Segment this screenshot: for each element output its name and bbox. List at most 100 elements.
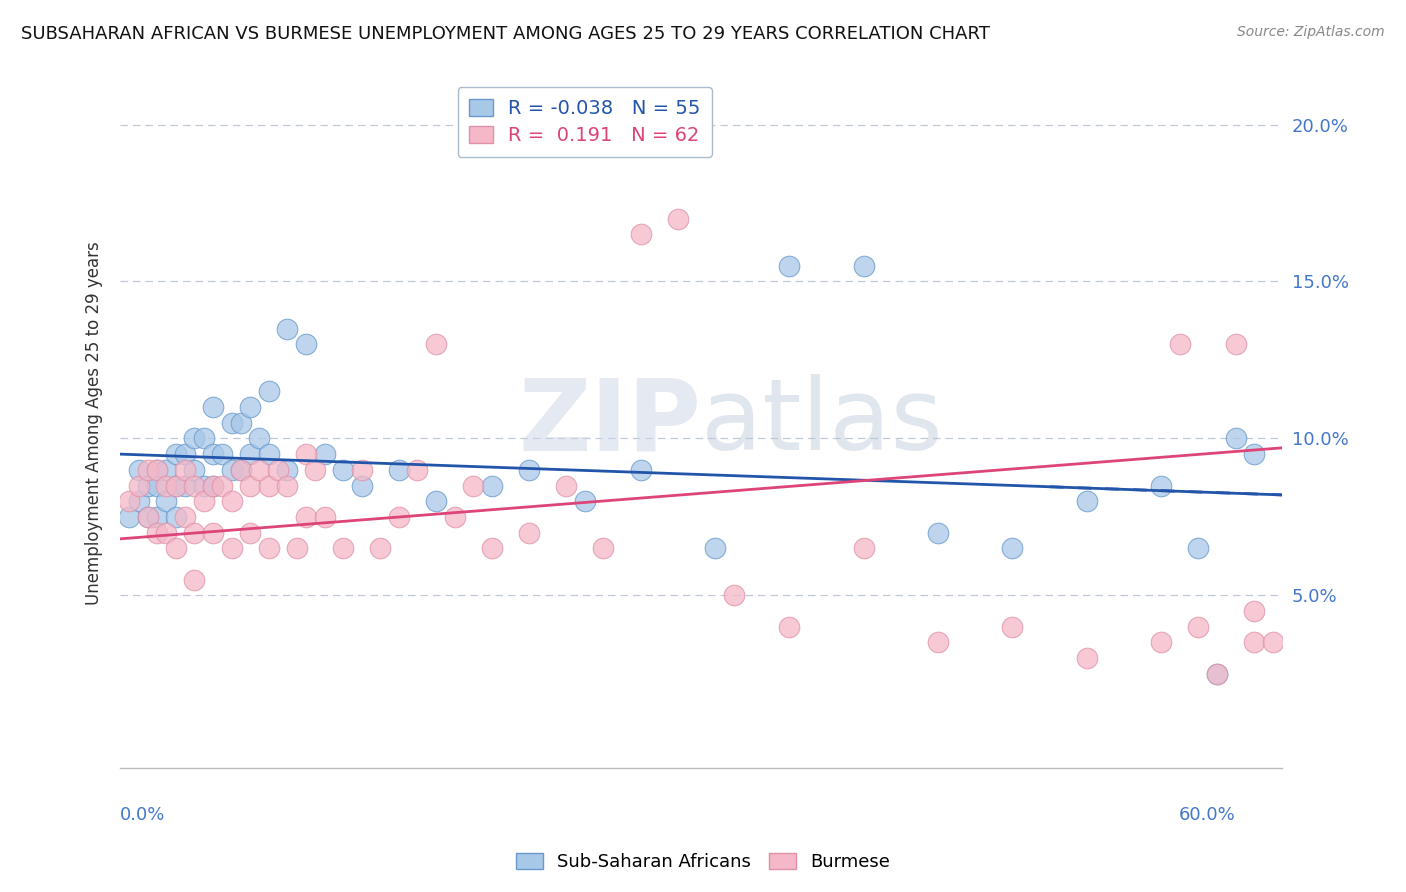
Point	[136, 463, 159, 477]
Point	[183, 432, 205, 446]
Point	[174, 447, 197, 461]
Point	[368, 541, 391, 556]
Point	[174, 478, 197, 492]
Point	[1225, 432, 1247, 446]
Point	[221, 541, 243, 556]
Point	[183, 525, 205, 540]
Point	[146, 525, 169, 540]
Point	[155, 463, 177, 477]
Point	[1150, 635, 1173, 649]
Point	[314, 509, 336, 524]
Point	[295, 509, 318, 524]
Point	[201, 447, 224, 461]
Point	[118, 494, 141, 508]
Point	[388, 463, 411, 477]
Point	[630, 227, 652, 242]
Point	[257, 541, 280, 556]
Legend: Sub-Saharan Africans, Burmese: Sub-Saharan Africans, Burmese	[509, 846, 897, 879]
Point	[229, 463, 252, 477]
Point	[229, 416, 252, 430]
Point	[165, 509, 187, 524]
Point	[201, 478, 224, 492]
Point	[406, 463, 429, 477]
Point	[146, 463, 169, 477]
Point	[778, 620, 800, 634]
Point	[136, 478, 159, 492]
Point	[239, 525, 262, 540]
Point	[276, 463, 298, 477]
Point	[1243, 447, 1265, 461]
Point	[128, 494, 150, 508]
Point	[155, 478, 177, 492]
Point	[155, 525, 177, 540]
Point	[1206, 666, 1229, 681]
Point	[1225, 337, 1247, 351]
Point	[276, 321, 298, 335]
Point	[778, 259, 800, 273]
Point	[276, 478, 298, 492]
Point	[257, 447, 280, 461]
Point	[555, 478, 578, 492]
Point	[193, 494, 215, 508]
Point	[221, 494, 243, 508]
Point	[574, 494, 596, 508]
Point	[229, 463, 252, 477]
Point	[388, 509, 411, 524]
Point	[285, 541, 308, 556]
Point	[201, 400, 224, 414]
Point	[1001, 541, 1024, 556]
Point	[443, 509, 465, 524]
Text: 0.0%: 0.0%	[120, 805, 166, 823]
Point	[239, 478, 262, 492]
Point	[1076, 651, 1098, 665]
Point	[183, 573, 205, 587]
Point	[165, 541, 187, 556]
Point	[136, 509, 159, 524]
Point	[146, 478, 169, 492]
Point	[481, 478, 503, 492]
Point	[463, 478, 485, 492]
Point	[221, 416, 243, 430]
Point	[517, 463, 540, 477]
Point	[174, 509, 197, 524]
Point	[314, 447, 336, 461]
Point	[592, 541, 614, 556]
Point	[666, 211, 689, 226]
Y-axis label: Unemployment Among Ages 25 to 29 years: Unemployment Among Ages 25 to 29 years	[86, 241, 103, 605]
Point	[1243, 604, 1265, 618]
Point	[1150, 478, 1173, 492]
Point	[1243, 635, 1265, 649]
Point	[267, 463, 290, 477]
Point	[183, 463, 205, 477]
Point	[517, 525, 540, 540]
Point	[1076, 494, 1098, 508]
Point	[201, 525, 224, 540]
Point	[118, 509, 141, 524]
Point	[852, 541, 875, 556]
Point	[927, 635, 949, 649]
Point	[146, 463, 169, 477]
Point	[630, 463, 652, 477]
Point	[193, 432, 215, 446]
Point	[1187, 620, 1209, 634]
Point	[723, 588, 745, 602]
Point	[425, 494, 447, 508]
Point	[332, 541, 354, 556]
Point	[136, 509, 159, 524]
Text: SUBSAHARAN AFRICAN VS BURMESE UNEMPLOYMENT AMONG AGES 25 TO 29 YEARS CORRELATION: SUBSAHARAN AFRICAN VS BURMESE UNEMPLOYME…	[21, 25, 990, 43]
Point	[1206, 666, 1229, 681]
Point	[146, 509, 169, 524]
Point	[481, 541, 503, 556]
Point	[211, 447, 233, 461]
Point	[304, 463, 326, 477]
Point	[257, 384, 280, 399]
Point	[239, 447, 262, 461]
Point	[852, 259, 875, 273]
Point	[257, 478, 280, 492]
Point	[239, 400, 262, 414]
Point	[704, 541, 727, 556]
Text: ZIP: ZIP	[519, 375, 702, 471]
Point	[165, 478, 187, 492]
Point	[425, 337, 447, 351]
Point	[165, 478, 187, 492]
